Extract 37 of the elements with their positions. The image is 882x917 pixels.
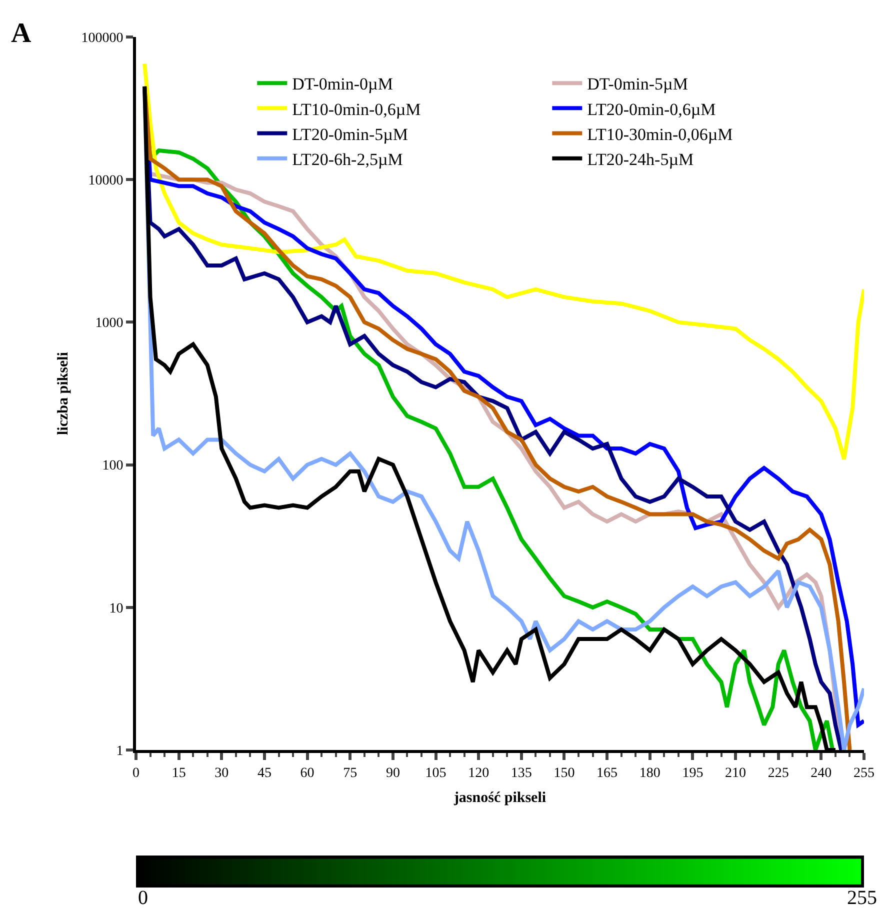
legend-label: DT-0min-5µM	[587, 74, 688, 94]
x-tick-label: 0	[132, 766, 140, 781]
x-tick-label: 240	[810, 766, 832, 781]
x-tick-label: 210	[725, 766, 746, 781]
x-tick-label: 150	[554, 766, 575, 781]
y-tick-label: 100	[102, 458, 124, 474]
y-tick-label: 1000	[95, 316, 124, 332]
x-tick-label: 255	[854, 766, 874, 781]
y-tick-label: 10000	[88, 174, 124, 188]
x-tick-label: 45	[257, 766, 272, 781]
x-tick-label: 120	[468, 766, 490, 781]
x-tick-label: 135	[510, 766, 532, 781]
y-tick-label: 10	[109, 601, 124, 616]
x-tick-label: 195	[682, 766, 704, 781]
x-tick-label: 165	[596, 766, 618, 781]
text: A	[11, 18, 32, 49]
x-tick-label: 90	[386, 766, 400, 781]
legend-label: LT20-24h-5µM	[587, 150, 694, 169]
legend-label: LT10-30min-0,06µM	[587, 124, 733, 144]
text: 255	[847, 887, 877, 909]
y-tick-label: 1	[116, 744, 124, 759]
x-tick-label: 225	[768, 766, 789, 781]
x-tick-label: 60	[300, 766, 314, 781]
legend-label: LT20-0min-5µM	[292, 124, 408, 144]
x-tick-label: 75	[343, 766, 358, 781]
x-tick-label: 15	[172, 766, 186, 781]
x-tick-label: 105	[425, 766, 446, 781]
legend-label: LT20-0min-0,6µM	[587, 100, 716, 119]
legend-label: LT20-6h-2,5µM	[292, 150, 403, 169]
x-tick-label: 180	[639, 766, 660, 781]
y-axis-title: liczba pikseli	[55, 352, 72, 435]
x-tick-label: 30	[214, 766, 229, 781]
x-axis-title: jasność pikseli	[452, 790, 546, 806]
legend-label: LT10-0min-0,6µM	[292, 100, 421, 119]
legend-label: DT-0min-0µM	[292, 74, 393, 94]
y-tick-label: 100000	[81, 30, 124, 46]
text: 0	[138, 887, 148, 909]
